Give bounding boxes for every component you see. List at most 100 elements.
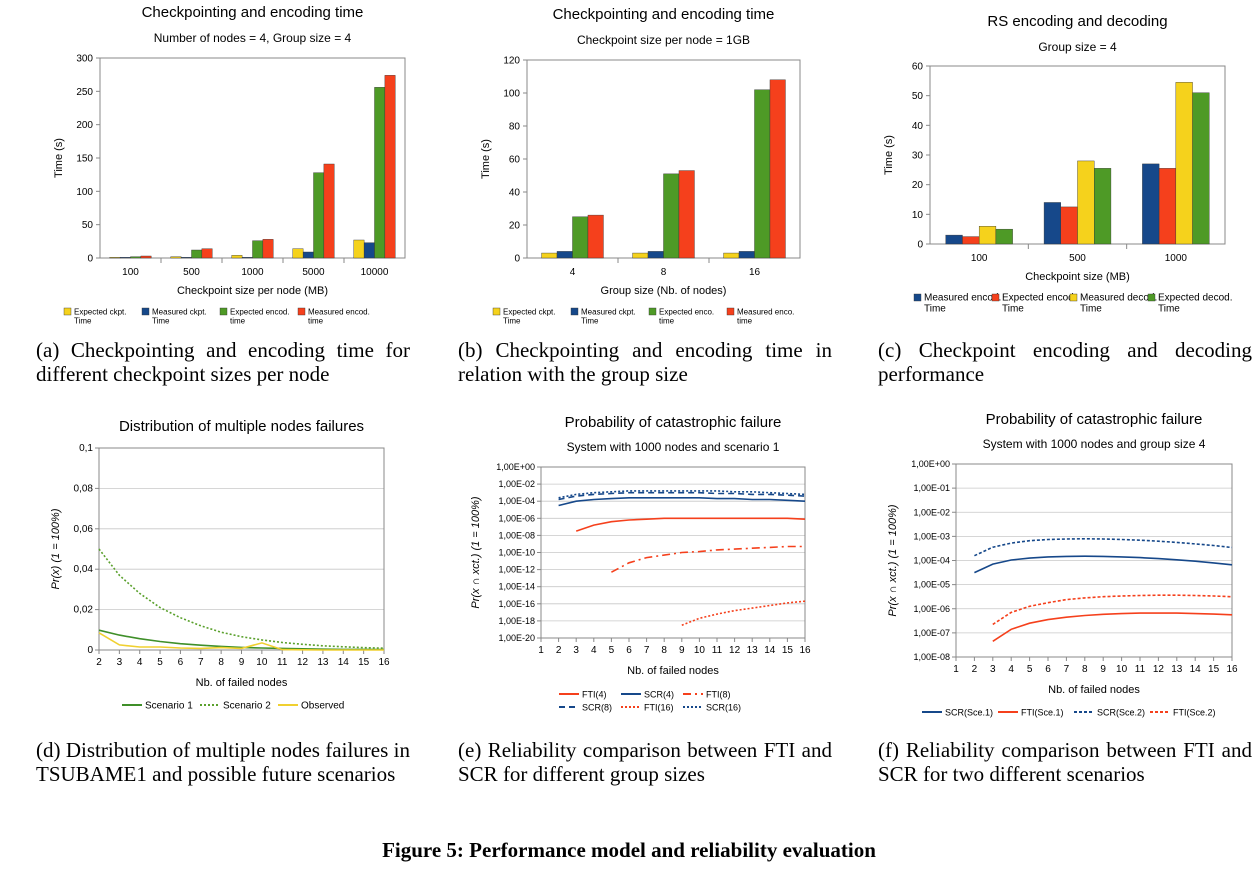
x-tick-label: 8: [1082, 664, 1088, 675]
legend-label: Expected decod. Time: [1158, 293, 1233, 315]
x-tick-label: 11: [1135, 664, 1146, 675]
x-tick-label: 3: [573, 645, 579, 656]
series-line: [558, 490, 806, 499]
y-tick-label: 50: [912, 91, 924, 102]
x-tick-label: 16: [378, 657, 390, 668]
y-tick-label: 0,1: [79, 443, 93, 454]
y-tick-label: 1,00E-01: [913, 483, 950, 493]
legend-label: Scenario 2: [223, 701, 271, 712]
x-tick-label: 4: [591, 645, 597, 656]
y-tick-label: 0,02: [74, 605, 94, 616]
x-tick-label: 2: [556, 645, 562, 656]
legend-label: FTI(Sce.2): [1173, 708, 1216, 718]
x-tick-label: 14: [1190, 664, 1202, 675]
legend-label: Expected ckpt. Time: [503, 308, 555, 326]
chart-c: RS encoding and decoding Group size = 4 Ch…: [883, 13, 1233, 315]
caption-e: (e) Reliability comparison between FTI a…: [458, 738, 832, 786]
caption-f: (f) Reliability comparison between FTI a…: [878, 738, 1252, 786]
x-tick-label: 11: [712, 645, 723, 656]
legend-label: Measured ckpt. Time: [152, 308, 207, 326]
bar: [1192, 92, 1210, 245]
series-line: [558, 497, 806, 507]
legend-swatch: [991, 293, 1000, 302]
bar: [292, 248, 304, 259]
caption-d: (d) Distribution of multiple nodes failu…: [36, 738, 410, 786]
x-tick-label: 2: [972, 664, 978, 675]
legend-swatch: [141, 307, 150, 316]
y-tick-label: 1,00E-07: [913, 628, 950, 638]
x-tick-label: 11: [277, 657, 288, 668]
x-tick-label: 7: [1064, 664, 1070, 675]
x-tick-label: 8: [218, 657, 224, 668]
chart-subtitle: Number of nodes = 4, Group size = 4: [154, 31, 352, 45]
legend-label: SCR(8): [582, 703, 612, 713]
bar: [678, 170, 695, 259]
legend-swatch: [219, 307, 228, 316]
bar: [738, 251, 755, 259]
y-tick-label: 100: [503, 89, 520, 100]
chart-title: Checkpointing and encoding time: [142, 4, 364, 21]
chart-subtitle: Checkpoint size per node = 1GB: [577, 33, 750, 47]
y-tick-label: 20: [509, 221, 521, 232]
bar: [647, 251, 664, 259]
x-tick-label: 3: [117, 657, 123, 668]
legend-label: FTI(Sce.1): [1021, 708, 1064, 718]
bar: [541, 252, 558, 259]
x-tick-label: 7: [644, 645, 650, 656]
bar: [384, 75, 396, 259]
x-tick-label: 100: [971, 253, 988, 264]
x-tick-label: 15: [782, 645, 794, 656]
y-tick-label: 0,04: [74, 564, 94, 575]
y-axis-label: Time (s): [480, 139, 492, 179]
bar: [995, 228, 1013, 245]
legend-swatch: [913, 293, 922, 302]
bar: [109, 257, 121, 259]
legend-swatch: [297, 307, 306, 316]
legend-label: FTI(16): [644, 703, 674, 713]
x-tick-label: 100: [122, 267, 139, 278]
bar: [231, 255, 243, 259]
y-tick-label: 1,00E-06: [913, 604, 950, 614]
legend-swatch: [1069, 293, 1078, 302]
y-tick-label: 80: [509, 122, 521, 133]
y-tick-label: 120: [503, 56, 520, 67]
y-tick-label: 1,00E-14: [498, 582, 535, 592]
bar: [1094, 168, 1112, 245]
legend-label: Expected encod. time: [230, 308, 290, 326]
x-tick-label: 5: [157, 657, 163, 668]
y-tick-label: 1,00E-12: [498, 565, 535, 575]
y-tick-label: 0,08: [74, 483, 94, 494]
y-tick-label: 20: [912, 180, 924, 191]
bar: [769, 79, 786, 259]
chart-a: Checkpointing and encoding time Number of…: [53, 4, 406, 326]
x-tick-label: 500: [1069, 253, 1086, 264]
bar: [723, 252, 740, 259]
legend-label: Measured encod. time: [308, 308, 370, 326]
x-tick-label: 15: [358, 657, 370, 668]
y-tick-label: 1,00E-08: [498, 530, 535, 540]
bar: [556, 251, 573, 259]
y-tick-label: 0: [87, 645, 93, 656]
x-tick-label: 9: [239, 657, 245, 668]
chart-subtitle: System with 1000 nodes and group size 4: [983, 437, 1206, 451]
y-tick-label: 1,00E-05: [913, 580, 950, 590]
y-tick-label: 0: [917, 240, 923, 251]
chart-title: Checkpointing and encoding time: [553, 6, 775, 23]
x-tick-label: 7: [198, 657, 204, 668]
legend-label: SCR(4): [644, 690, 674, 700]
y-tick-label: 1,00E-10: [498, 548, 535, 558]
series-line: [681, 600, 806, 626]
bar: [978, 225, 997, 245]
series-line: [575, 517, 806, 532]
plot-area: [99, 57, 406, 259]
chart-subtitle: System with 1000 nodes and scenario 1: [567, 440, 780, 454]
x-tick-label: 15: [1208, 664, 1220, 675]
y-tick-label: 1,00E-20: [498, 633, 535, 643]
legend-label: FTI(8): [706, 690, 731, 700]
legend-label: Measured enco. time: [737, 308, 794, 326]
x-axis-label: Checkpoint size per node (MB): [177, 285, 328, 297]
bar: [201, 248, 213, 259]
y-tick-label: 250: [76, 87, 93, 98]
x-tick-label: 10000: [361, 267, 389, 278]
x-tick-label: 1: [538, 645, 544, 656]
